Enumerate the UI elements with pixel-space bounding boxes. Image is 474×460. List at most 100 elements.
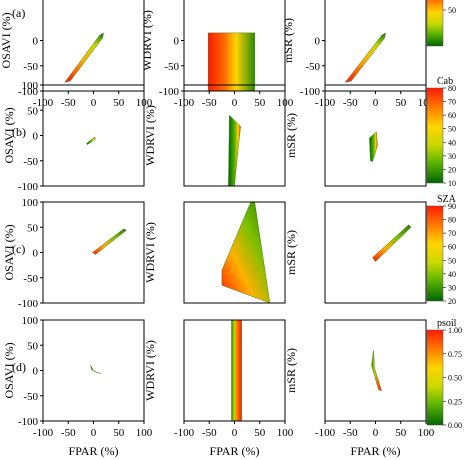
x-axis-label: FPAR (%) xyxy=(69,444,119,458)
data-polygon-a-wdrvi xyxy=(207,32,255,91)
y-axis-label: WDRVI (%) xyxy=(143,340,157,401)
x-tick-label: 50 xyxy=(395,427,407,439)
panel-a-wdrvi: 0-50-100-100 -50 0 50 100 xyxy=(159,0,294,109)
colorbar-tick-label: 10 xyxy=(448,179,456,188)
data-polygon-b-wdrvi xyxy=(228,114,241,186)
colorbar-tick-label: 1.00 xyxy=(448,326,462,335)
colorbar-tick-label: 90 xyxy=(448,202,456,211)
data-polygon-c-wdrvi xyxy=(221,202,271,303)
panel-b-wdrvi xyxy=(183,84,286,187)
y-tick-label: 100 xyxy=(22,315,39,327)
data-polygon-c-osavi xyxy=(92,228,127,255)
y-axis-label: mSR (%) xyxy=(284,348,298,393)
colorbar-tick-label: 50 xyxy=(448,256,456,265)
colorbar-tick-label: 80 xyxy=(448,216,456,225)
colorbar-tick-label: 50 xyxy=(448,125,456,134)
y-tick-label: -100 xyxy=(18,181,39,193)
x-tick-label: 50 xyxy=(395,97,407,109)
colorbars-layer: 50Cab8070605040302010SZA9080706050403020… xyxy=(426,0,462,430)
axes-frame xyxy=(324,319,427,422)
y-tick-label: -100 xyxy=(300,86,321,98)
row-label: (b) xyxy=(12,125,26,139)
colorbar-tick-label: 40 xyxy=(448,270,456,279)
panel-b-osavi: 100 50 0 -50 -100 xyxy=(18,80,145,193)
data-polygon-a-msr xyxy=(344,32,386,83)
panel-d-osavi: 100 50 0 -50 -100-100 -50 0 50 100 xyxy=(18,315,153,439)
y-tick-label: -50 xyxy=(23,156,38,168)
colorbar-tick-label: 70 xyxy=(448,98,456,107)
colorbar-tick-label: 50 xyxy=(448,6,456,15)
axes-frame xyxy=(183,84,286,187)
y-tick-label: 0 xyxy=(33,36,39,48)
y-tick-label: 50 xyxy=(27,340,39,352)
data-polygon-a-osavi xyxy=(64,32,104,83)
y-tick-label: 100 xyxy=(22,80,39,92)
y-tick-label: 0 xyxy=(315,36,321,48)
y-tick-label: -50 xyxy=(305,61,320,73)
colorbar-ramp xyxy=(426,205,444,302)
colorbar-tick-label: 0.25 xyxy=(448,397,462,406)
colorbar-title: psoil xyxy=(437,318,457,329)
colorbar-tick-label: 80 xyxy=(448,84,456,93)
panel-a-osavi: 0-50-100-100 -50 0 50 100 xyxy=(18,0,153,109)
data-polygon-c-msr xyxy=(372,224,412,262)
x-tick-label: -50 xyxy=(61,97,76,109)
x-tick-label: -100 xyxy=(315,427,336,439)
colorbar-title: SZA xyxy=(437,194,457,205)
y-axis-label: WDRVI (%) xyxy=(143,222,157,283)
panel-d-msr: -100 -50 0 50 100 xyxy=(315,319,435,439)
colorbar-tick-label: 20 xyxy=(448,297,456,306)
colorbar-tick-label: 0.00 xyxy=(448,421,462,430)
axes-frame xyxy=(324,84,427,187)
axes-frame xyxy=(183,201,286,304)
y-tick-label: -50 xyxy=(23,273,38,285)
panel-a-msr: 0-50-100-100 -50 0 50 100 xyxy=(300,0,435,109)
x-tick-label: -50 xyxy=(343,97,358,109)
data-polygon-d-osavi xyxy=(90,365,101,374)
colorbar-tick-label: 30 xyxy=(448,152,456,161)
x-tick-label: 0 xyxy=(91,427,97,439)
colorbar-title: Cab xyxy=(437,76,453,87)
x-axis-label: FPAR (%) xyxy=(210,444,260,458)
colorbar-tick-label: 70 xyxy=(448,229,456,238)
row-label: (d) xyxy=(12,360,26,374)
y-tick-label: -100 xyxy=(18,416,39,428)
x-tick-label: 100 xyxy=(277,427,294,439)
colorbar-ramp xyxy=(426,0,444,47)
y-tick-label: 100 xyxy=(22,197,39,209)
y-tick-label: -50 xyxy=(164,61,179,73)
y-axis-label: mSR (%) xyxy=(284,230,298,275)
y-axis-label: WDRVI (%) xyxy=(143,105,157,166)
y-tick-label: -50 xyxy=(23,391,38,403)
colorbar-tick-label: 0.50 xyxy=(448,374,462,383)
y-axis-label: OSAVI (%) xyxy=(0,12,13,68)
panel-c-msr xyxy=(324,201,427,304)
x-tick-label: -50 xyxy=(202,97,217,109)
axes-frame xyxy=(324,201,427,304)
colorbar-tick-label: 60 xyxy=(448,243,456,252)
y-tick-label: 0 xyxy=(33,248,39,260)
data-polygon-b-osavi xyxy=(86,136,96,145)
x-tick-label: -50 xyxy=(202,427,217,439)
x-axis-label: FPAR (%) xyxy=(351,444,401,458)
colorbar-tick-label: 20 xyxy=(448,165,456,174)
panel-c-osavi: 100 50 0 -50 -100 xyxy=(18,197,145,310)
labels-layer: (a)OSAVI (%) WDRVI (%) mSR (%)(b)OSAVI (%)… xyxy=(0,6,400,458)
y-tick-label: 50 xyxy=(27,105,39,117)
y-axis-label: mSR (%) xyxy=(281,18,295,63)
y-axis-label: OSAVI (%) xyxy=(2,224,16,280)
y-axis-label: mSR (%) xyxy=(284,113,298,158)
colorbar-1: 50 xyxy=(426,0,456,47)
x-tick-label: 50 xyxy=(113,427,125,439)
x-tick-label: 50 xyxy=(254,97,266,109)
y-tick-label: 0 xyxy=(174,36,180,48)
y-tick-label: -50 xyxy=(23,61,38,73)
y-tick-label: 50 xyxy=(27,222,39,234)
x-tick-label: 50 xyxy=(113,97,125,109)
panel-c-wdrvi xyxy=(183,201,286,304)
x-tick-label: 0 xyxy=(232,97,238,109)
